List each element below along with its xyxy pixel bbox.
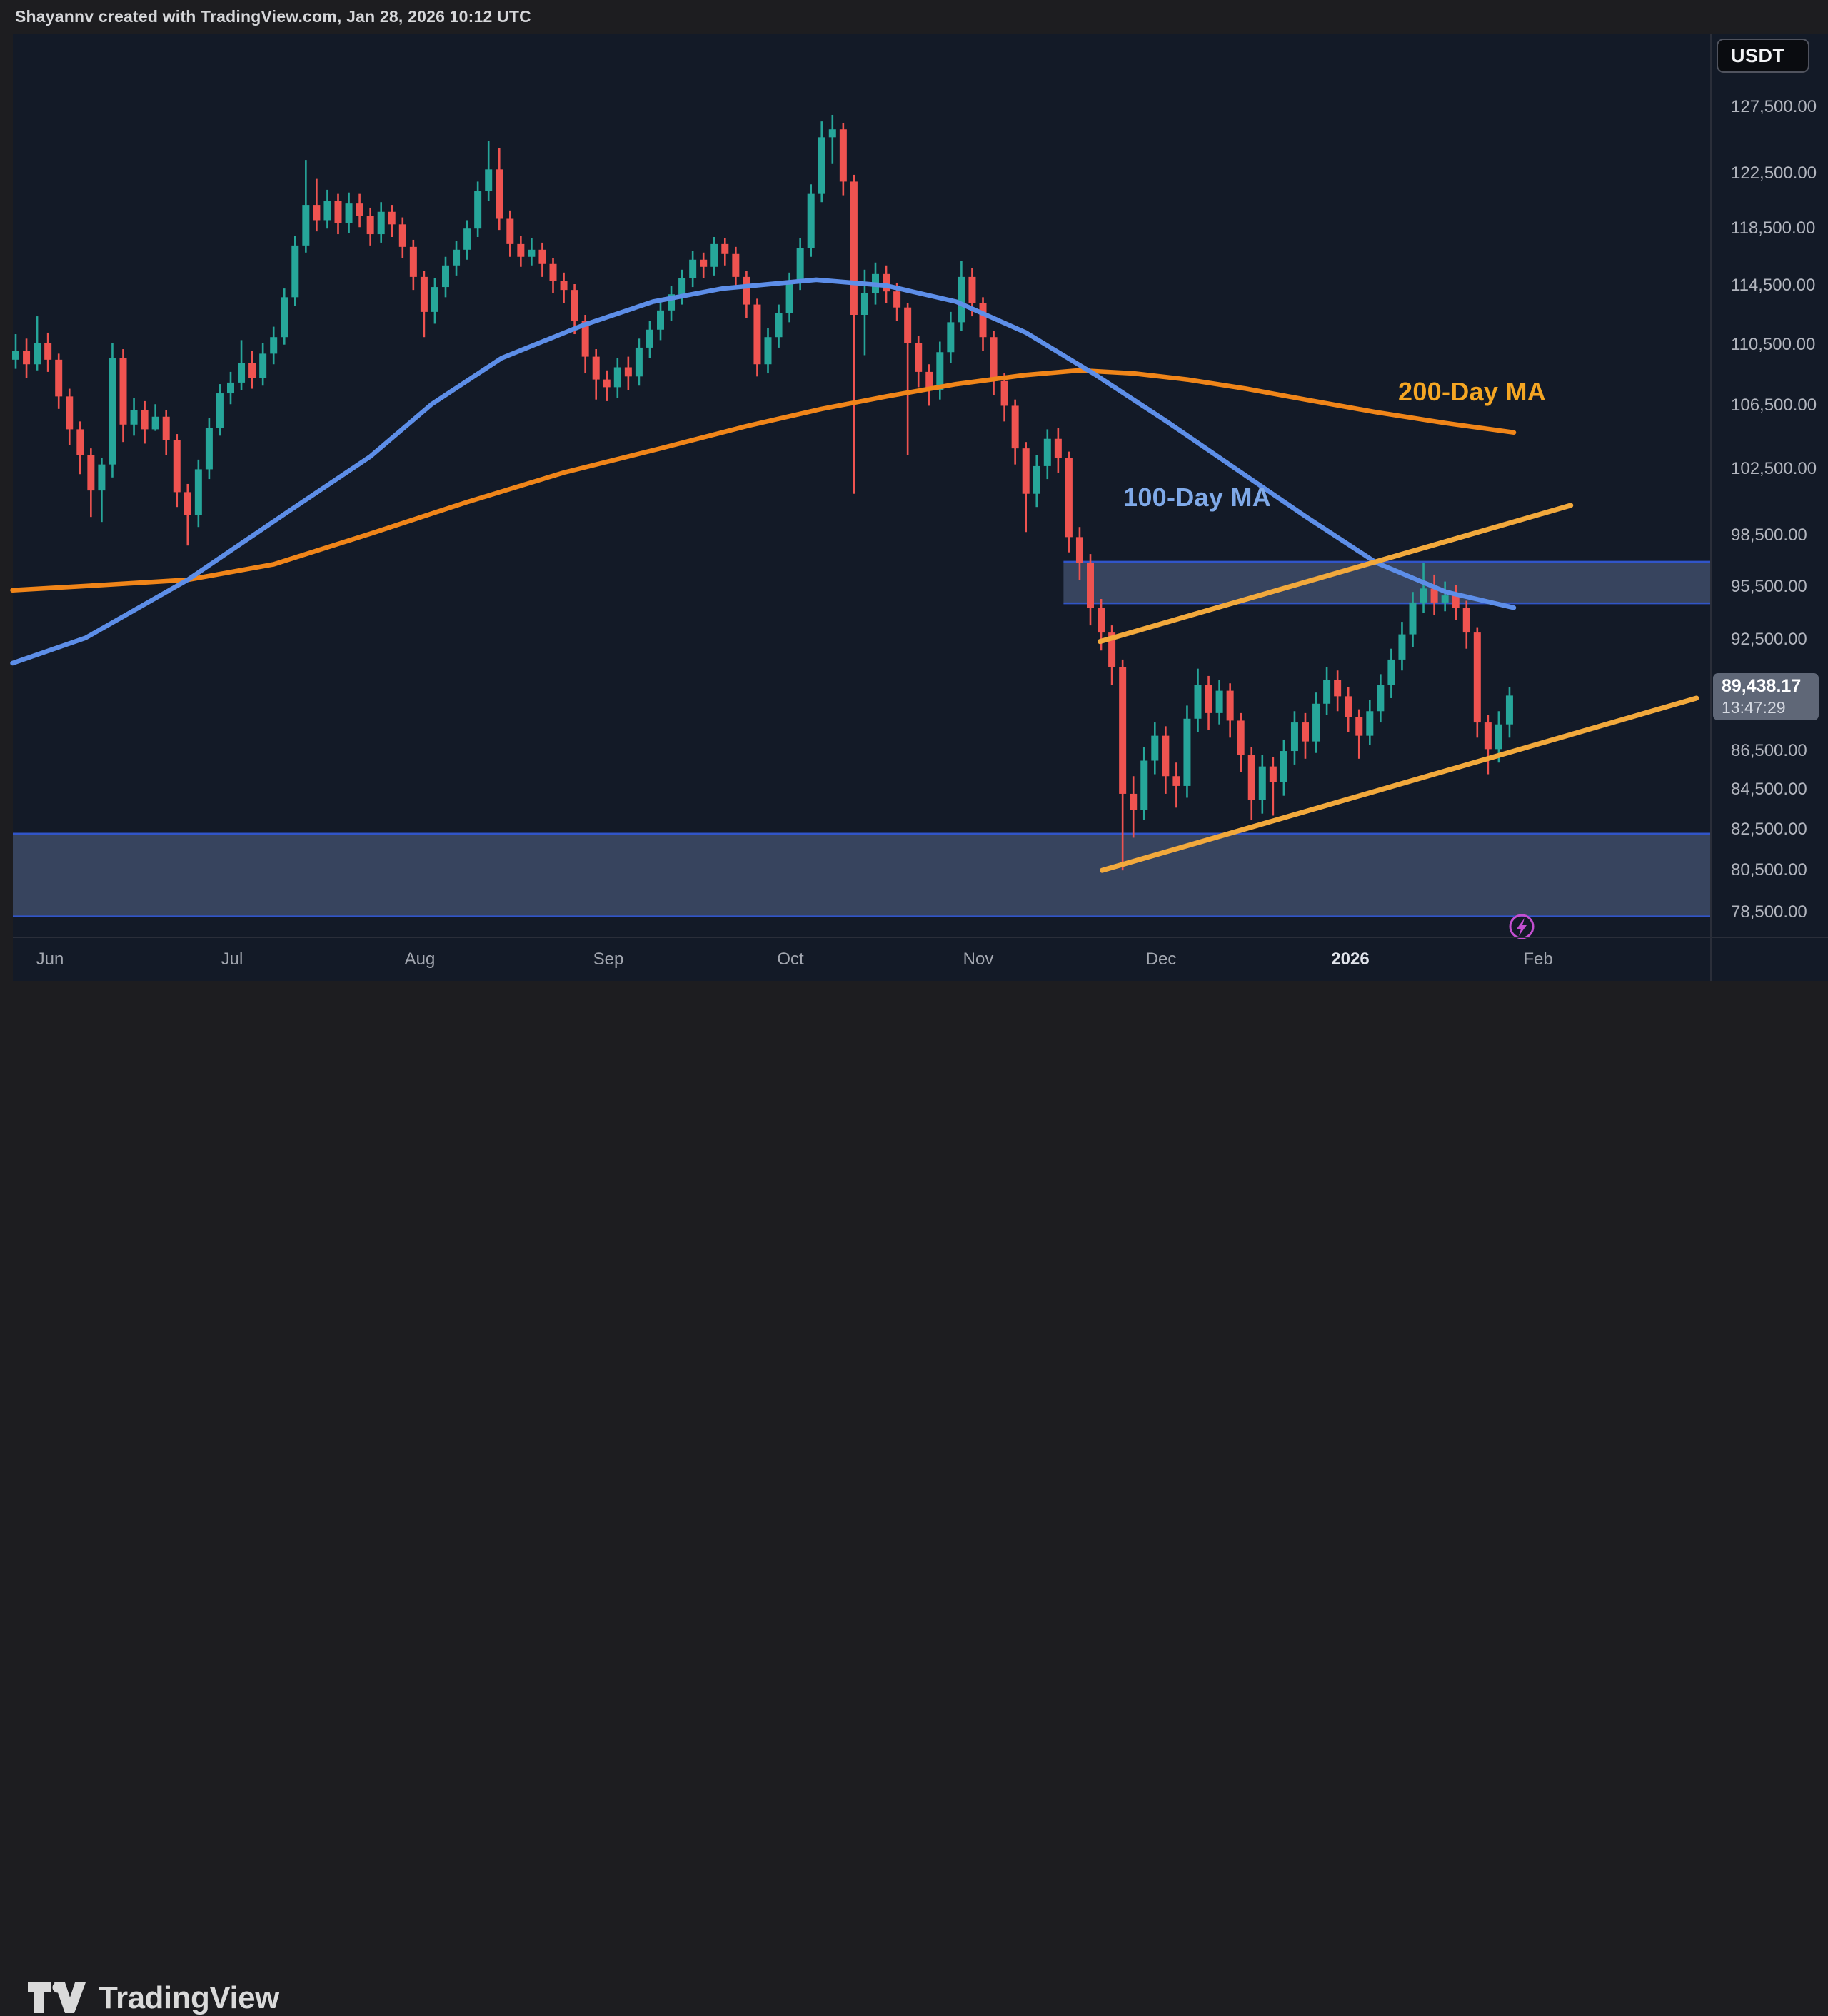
time-tick-label: Jun	[36, 949, 64, 969]
currency-label: USDT	[1731, 44, 1785, 66]
time-tick-label: Jul	[221, 949, 243, 969]
ma200-line[interactable]	[10, 368, 1517, 593]
tradingview-logo-icon	[28, 1982, 86, 2013]
channel-lower-trendline[interactable]	[1100, 695, 1699, 873]
lightning-icon[interactable]	[1509, 914, 1535, 939]
footer-bar: TradingView	[0, 981, 1828, 2015]
price-tick-label: 102,500.00	[1731, 459, 1817, 479]
tradingview-logo-text: TradingView	[99, 1980, 279, 2015]
price-tick-label: 98,500.00	[1731, 525, 1807, 545]
time-tick-label: Sep	[593, 949, 624, 969]
time-tick-label: Feb	[1523, 949, 1553, 969]
price-tick-label: 127,500.00	[1731, 97, 1817, 116]
price-tick-label: 122,500.00	[1731, 163, 1817, 183]
price-tick-label: 118,500.00	[1731, 218, 1816, 238]
price-tick-label: 78,500.00	[1731, 902, 1807, 922]
price-tick-label: 110,500.00	[1731, 334, 1816, 354]
price-tick-label: 80,500.00	[1731, 860, 1807, 880]
price-chart[interactable]	[0, 0, 1828, 1057]
price-tick-label: 84,500.00	[1731, 780, 1807, 800]
candle-countdown: 13:47:29	[1722, 698, 1786, 717]
channel-upper-trendline[interactable]	[1098, 503, 1574, 645]
time-tick-label: Nov	[963, 949, 994, 969]
time-tick-label: Aug	[404, 949, 436, 969]
last-price-value: 89,438.17	[1722, 676, 1802, 697]
attribution-text: Shayannv created with TradingView.com, J…	[15, 7, 531, 26]
ma100-line[interactable]	[10, 277, 1517, 666]
price-tick-label: 92,500.00	[1731, 630, 1807, 650]
header-bar: Shayannv created with TradingView.com, J…	[0, 0, 1828, 34]
candles-layer	[12, 114, 1513, 871]
price-tick-label: 86,500.00	[1731, 741, 1807, 761]
currency-toggle-button[interactable]: USDT	[1717, 39, 1809, 73]
chart-pane-background	[13, 34, 1828, 981]
time-axis[interactable]: Jun Jul Aug Sep Oct Nov Dec 2026 Feb	[13, 938, 1828, 981]
last-price-tag: 89,438.17 13:47:29	[1713, 673, 1819, 721]
time-tick-label: Dec	[1145, 949, 1177, 969]
price-axis-separator	[1710, 34, 1712, 981]
price-tick-label: 114,500.00	[1731, 276, 1816, 296]
time-axis-separator	[13, 937, 1828, 938]
lightning-bolt-icon[interactable]	[1517, 918, 1527, 936]
ma100-label: 100-Day MA	[1123, 483, 1272, 512]
price-tick-label: 106,500.00	[1731, 395, 1817, 415]
time-tick-label: Oct	[777, 949, 804, 969]
tradingview-logo[interactable]: TradingView	[27, 1980, 279, 2016]
time-tick-label: 2026	[1331, 949, 1370, 969]
ma200-label: 200-Day MA	[1398, 377, 1547, 406]
price-axis[interactable]: 127,500.00 122,500.00 118,500.00 114,500.00…	[1710, 34, 1828, 937]
price-tick-label: 95,500.00	[1731, 576, 1807, 596]
support-zone[interactable]	[13, 833, 1710, 917]
price-tick-label: 82,500.00	[1731, 820, 1807, 840]
